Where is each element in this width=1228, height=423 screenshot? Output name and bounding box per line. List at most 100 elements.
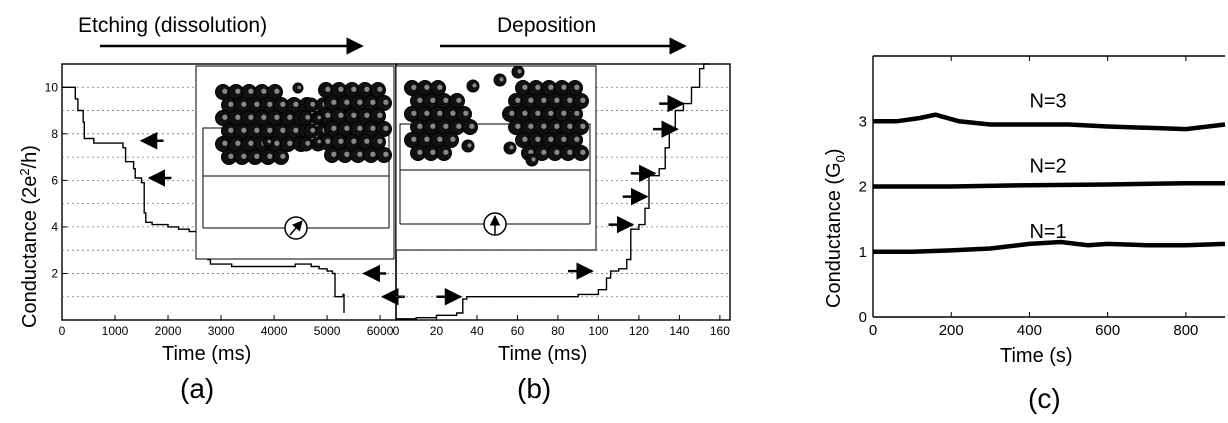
c-ytick-label: 1 <box>859 244 867 261</box>
atom-highlight <box>377 86 383 92</box>
atom-highlight <box>248 114 254 120</box>
atom-highlight <box>310 127 316 133</box>
a-xtick-label: 2000 <box>155 324 182 338</box>
atom-highlight <box>522 84 528 90</box>
atom-highlight <box>424 84 430 90</box>
panel-b: 0 20 40 60 80 100 120 140 160 Time (ms) (b) <box>393 63 731 404</box>
atom-highlight <box>437 84 443 90</box>
panel-b-xlabel: Time (ms) <box>498 343 587 365</box>
panel-c-label: (c) <box>1028 383 1061 414</box>
atom-highlight <box>411 84 417 90</box>
atom-highlight <box>293 101 299 107</box>
series-label: N=1 <box>1029 221 1066 243</box>
etching-label: Etching (dissolution) <box>78 14 267 37</box>
atom-highlight <box>254 127 260 133</box>
atom-highlight <box>522 110 528 116</box>
atom-highlight <box>561 84 567 90</box>
b-xtick-label: 20 <box>430 324 444 338</box>
a-xtick-label: 0 <box>59 324 66 338</box>
atom-highlight <box>469 123 475 129</box>
c-ytick-label: 0 <box>859 309 867 326</box>
atom-highlight <box>548 84 554 90</box>
atom-highlight <box>377 112 383 118</box>
atom-highlight <box>241 127 247 133</box>
atom-highlight <box>261 114 267 120</box>
atom-highlight <box>554 97 560 103</box>
atom-highlight <box>254 153 260 159</box>
atom-highlight <box>351 138 357 144</box>
etching-meter-needle <box>289 220 303 236</box>
series-label: N=3 <box>1029 90 1066 112</box>
atom-highlight <box>383 99 389 105</box>
series-line-n=3 <box>873 112 1226 132</box>
free-atom-highlight <box>472 83 477 88</box>
a-ytick-label: 10 <box>45 80 59 94</box>
atom-highlight <box>248 88 254 94</box>
atom-highlight <box>443 97 449 103</box>
atom-highlight <box>280 101 286 107</box>
atom-highlight <box>287 114 293 120</box>
atom-highlight <box>430 123 436 129</box>
atom-highlight <box>509 110 515 116</box>
atom-highlight <box>580 97 586 103</box>
c-xtick-label: 0 <box>869 322 877 339</box>
atom-highlight <box>443 149 449 155</box>
free-atom-highlight <box>499 77 504 82</box>
c-xtick-label: 600 <box>1095 322 1120 339</box>
atom-highlight <box>351 86 357 92</box>
atom-highlight <box>580 123 586 129</box>
atom-highlight <box>235 114 241 120</box>
panel-a-label: (a) <box>180 373 214 404</box>
atom-highlight <box>541 123 547 129</box>
atom-highlight <box>574 84 580 90</box>
b-xtick-label: 0 <box>393 324 400 338</box>
series-line-n=2 <box>873 180 1225 189</box>
b-xtick-label: 120 <box>629 324 649 338</box>
atom-highlight <box>325 112 331 118</box>
atom-highlight <box>450 110 456 116</box>
atom-highlight <box>357 125 363 131</box>
b-xtick-label: 40 <box>470 324 484 338</box>
atom-highlight <box>261 88 267 94</box>
a-xtick-label: 6000 <box>367 324 394 338</box>
atom-highlight <box>248 140 254 146</box>
atom-highlight <box>411 136 417 142</box>
atom-highlight <box>535 84 541 90</box>
a-xtick-label: 3000 <box>208 324 235 338</box>
b-xtick-label: 100 <box>588 324 608 338</box>
panel-a: 0 1000 2000 3000 4000 5000 6000 2 4 6 8 10 Time (ms… <box>17 63 405 404</box>
atom-highlight <box>515 123 521 129</box>
atom-highlight <box>305 140 311 146</box>
panel-c-xlabel: Time (s) <box>1000 345 1073 367</box>
atom-highlight <box>528 97 534 103</box>
free-atom-highlight <box>267 139 271 144</box>
atom-highlight <box>331 125 337 131</box>
c-xtick-label: 200 <box>939 322 964 339</box>
atom-highlight <box>228 101 234 107</box>
atom-highlight <box>287 140 293 146</box>
atom-highlight <box>241 153 247 159</box>
atom-highlight <box>338 138 344 144</box>
atom-highlight <box>267 101 273 107</box>
atom-highlight <box>528 123 534 129</box>
atom-highlight <box>411 110 417 116</box>
atom-highlight <box>325 86 331 92</box>
panel-c: 0 200 400 600 800 0 1 2 3 N=3 N=2 N=1 Time (s) (c)… <box>823 55 1226 414</box>
atom-highlight <box>541 97 547 103</box>
atom-highlight <box>574 110 580 116</box>
atom-highlight <box>344 99 350 105</box>
deposition-label: Deposition <box>497 14 596 37</box>
a-ytick-label: 4 <box>51 220 58 234</box>
atom-highlight <box>331 99 337 105</box>
atom-highlight <box>554 149 560 155</box>
atom-highlight <box>267 153 273 159</box>
atom-highlight <box>456 123 462 129</box>
atom-highlight <box>522 136 528 142</box>
atom-highlight <box>235 88 241 94</box>
atom-highlight <box>222 88 228 94</box>
free-atom-highlight <box>297 85 301 90</box>
atom-highlight <box>567 97 573 103</box>
atom-highlight <box>228 127 234 133</box>
atom-highlight <box>364 86 370 92</box>
atom-highlight <box>280 153 286 159</box>
